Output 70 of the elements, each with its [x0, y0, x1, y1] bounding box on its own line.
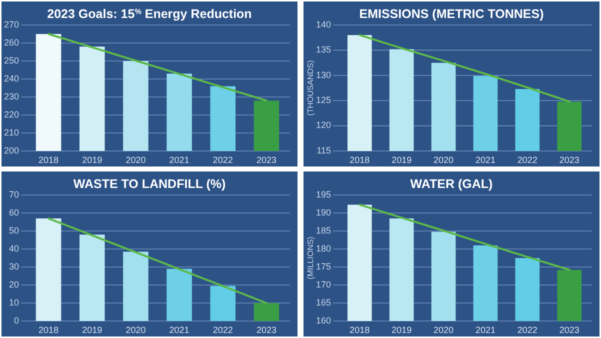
- bar: [123, 252, 148, 321]
- x-tick-label: 2018: [38, 155, 59, 165]
- y-tick-label: 210: [4, 127, 19, 138]
- x-tick-label: 2019: [82, 325, 102, 335]
- x-tick-label: 2022: [212, 155, 233, 165]
- y-tick-label: 10: [8, 297, 19, 308]
- x-tick-label: 2020: [126, 325, 146, 335]
- y-tick-label: 40: [8, 243, 19, 254]
- x-tick-label: 2021: [475, 155, 496, 165]
- y-tick-label: 115: [316, 145, 331, 156]
- x-tick-label: 2023: [256, 155, 276, 165]
- x-tick-label: 2021: [475, 325, 496, 335]
- y-tick-label: 130: [316, 70, 331, 80]
- line-series: [358, 34, 570, 103]
- x-tick-label: 2022: [517, 325, 538, 335]
- chart-title: WASTE TO LANDFILL (%): [73, 177, 226, 191]
- y-tick-label: 135: [316, 44, 331, 55]
- x-tick-label: 2020: [434, 325, 454, 335]
- y-tick-label: 20: [8, 279, 19, 290]
- y-tick-label: 170: [316, 279, 331, 290]
- y-tick-label: 260: [4, 37, 19, 48]
- y-tick-label: 160: [316, 315, 331, 326]
- y-tick-label: 190: [316, 207, 331, 218]
- y-tick-label: 50: [8, 225, 19, 236]
- y-tick-label: 270: [4, 19, 19, 30]
- x-tick-label: 2019: [392, 155, 412, 165]
- y-tick-label: 250: [4, 55, 19, 66]
- bar: [210, 286, 236, 321]
- y-tick-label: 70: [8, 189, 19, 200]
- y-axis-title: (THOUSANDS): [306, 60, 316, 116]
- y-tick-label: 195: [316, 189, 331, 200]
- chart-title: WATER (GAL): [410, 177, 493, 191]
- y-tick-label: 125: [316, 94, 331, 105]
- x-tick-label: 2021: [169, 325, 190, 335]
- chart-title: EMISSIONS (METRIC TONNES): [359, 7, 544, 21]
- y-tick-label: 60: [8, 207, 19, 218]
- y-tick-label: 240: [4, 73, 19, 84]
- x-tick-label: 2022: [212, 325, 233, 335]
- y-tick-label: 185: [316, 225, 331, 236]
- bar: [36, 218, 62, 321]
- y-tick-label: 165: [316, 297, 331, 308]
- bar: [166, 268, 192, 321]
- x-tick-label: 2023: [559, 155, 580, 165]
- x-tick-label: 2022: [517, 155, 538, 165]
- line-series: [358, 204, 570, 271]
- x-tick-label: 2021: [169, 155, 190, 165]
- y-tick-label: 140: [316, 19, 331, 30]
- x-tick-label: 2019: [82, 155, 102, 165]
- y-tick-label: 120: [316, 120, 331, 130]
- y-tick-label: 175: [316, 261, 331, 272]
- x-tick-label: 2018: [350, 325, 370, 335]
- x-tick-label: 2023: [559, 325, 580, 335]
- y-tick-label: 230: [4, 91, 19, 102]
- chart-title: 2023 Goals: 15$^{%}$ Energy Reduction: [47, 6, 252, 21]
- x-tick-label: 2018: [38, 325, 59, 335]
- y-tick-label: 0: [14, 315, 19, 326]
- bar: [79, 234, 105, 321]
- y-tick-label: 30: [8, 261, 19, 272]
- x-tick-label: 2020: [126, 155, 146, 165]
- y-axis-title: (MILLIONS): [306, 236, 316, 280]
- x-tick-label: 2023: [256, 325, 276, 335]
- y-tick-label: 180: [316, 243, 331, 254]
- x-tick-label: 2020: [434, 155, 454, 165]
- line-series: [48, 217, 268, 304]
- x-tick-label: 2019: [392, 325, 412, 335]
- y-tick-label: 200: [4, 145, 19, 156]
- line-series: [48, 33, 268, 102]
- x-tick-label: 2018: [350, 155, 370, 165]
- bar: [254, 303, 280, 321]
- y-tick-label: 220: [4, 109, 19, 120]
